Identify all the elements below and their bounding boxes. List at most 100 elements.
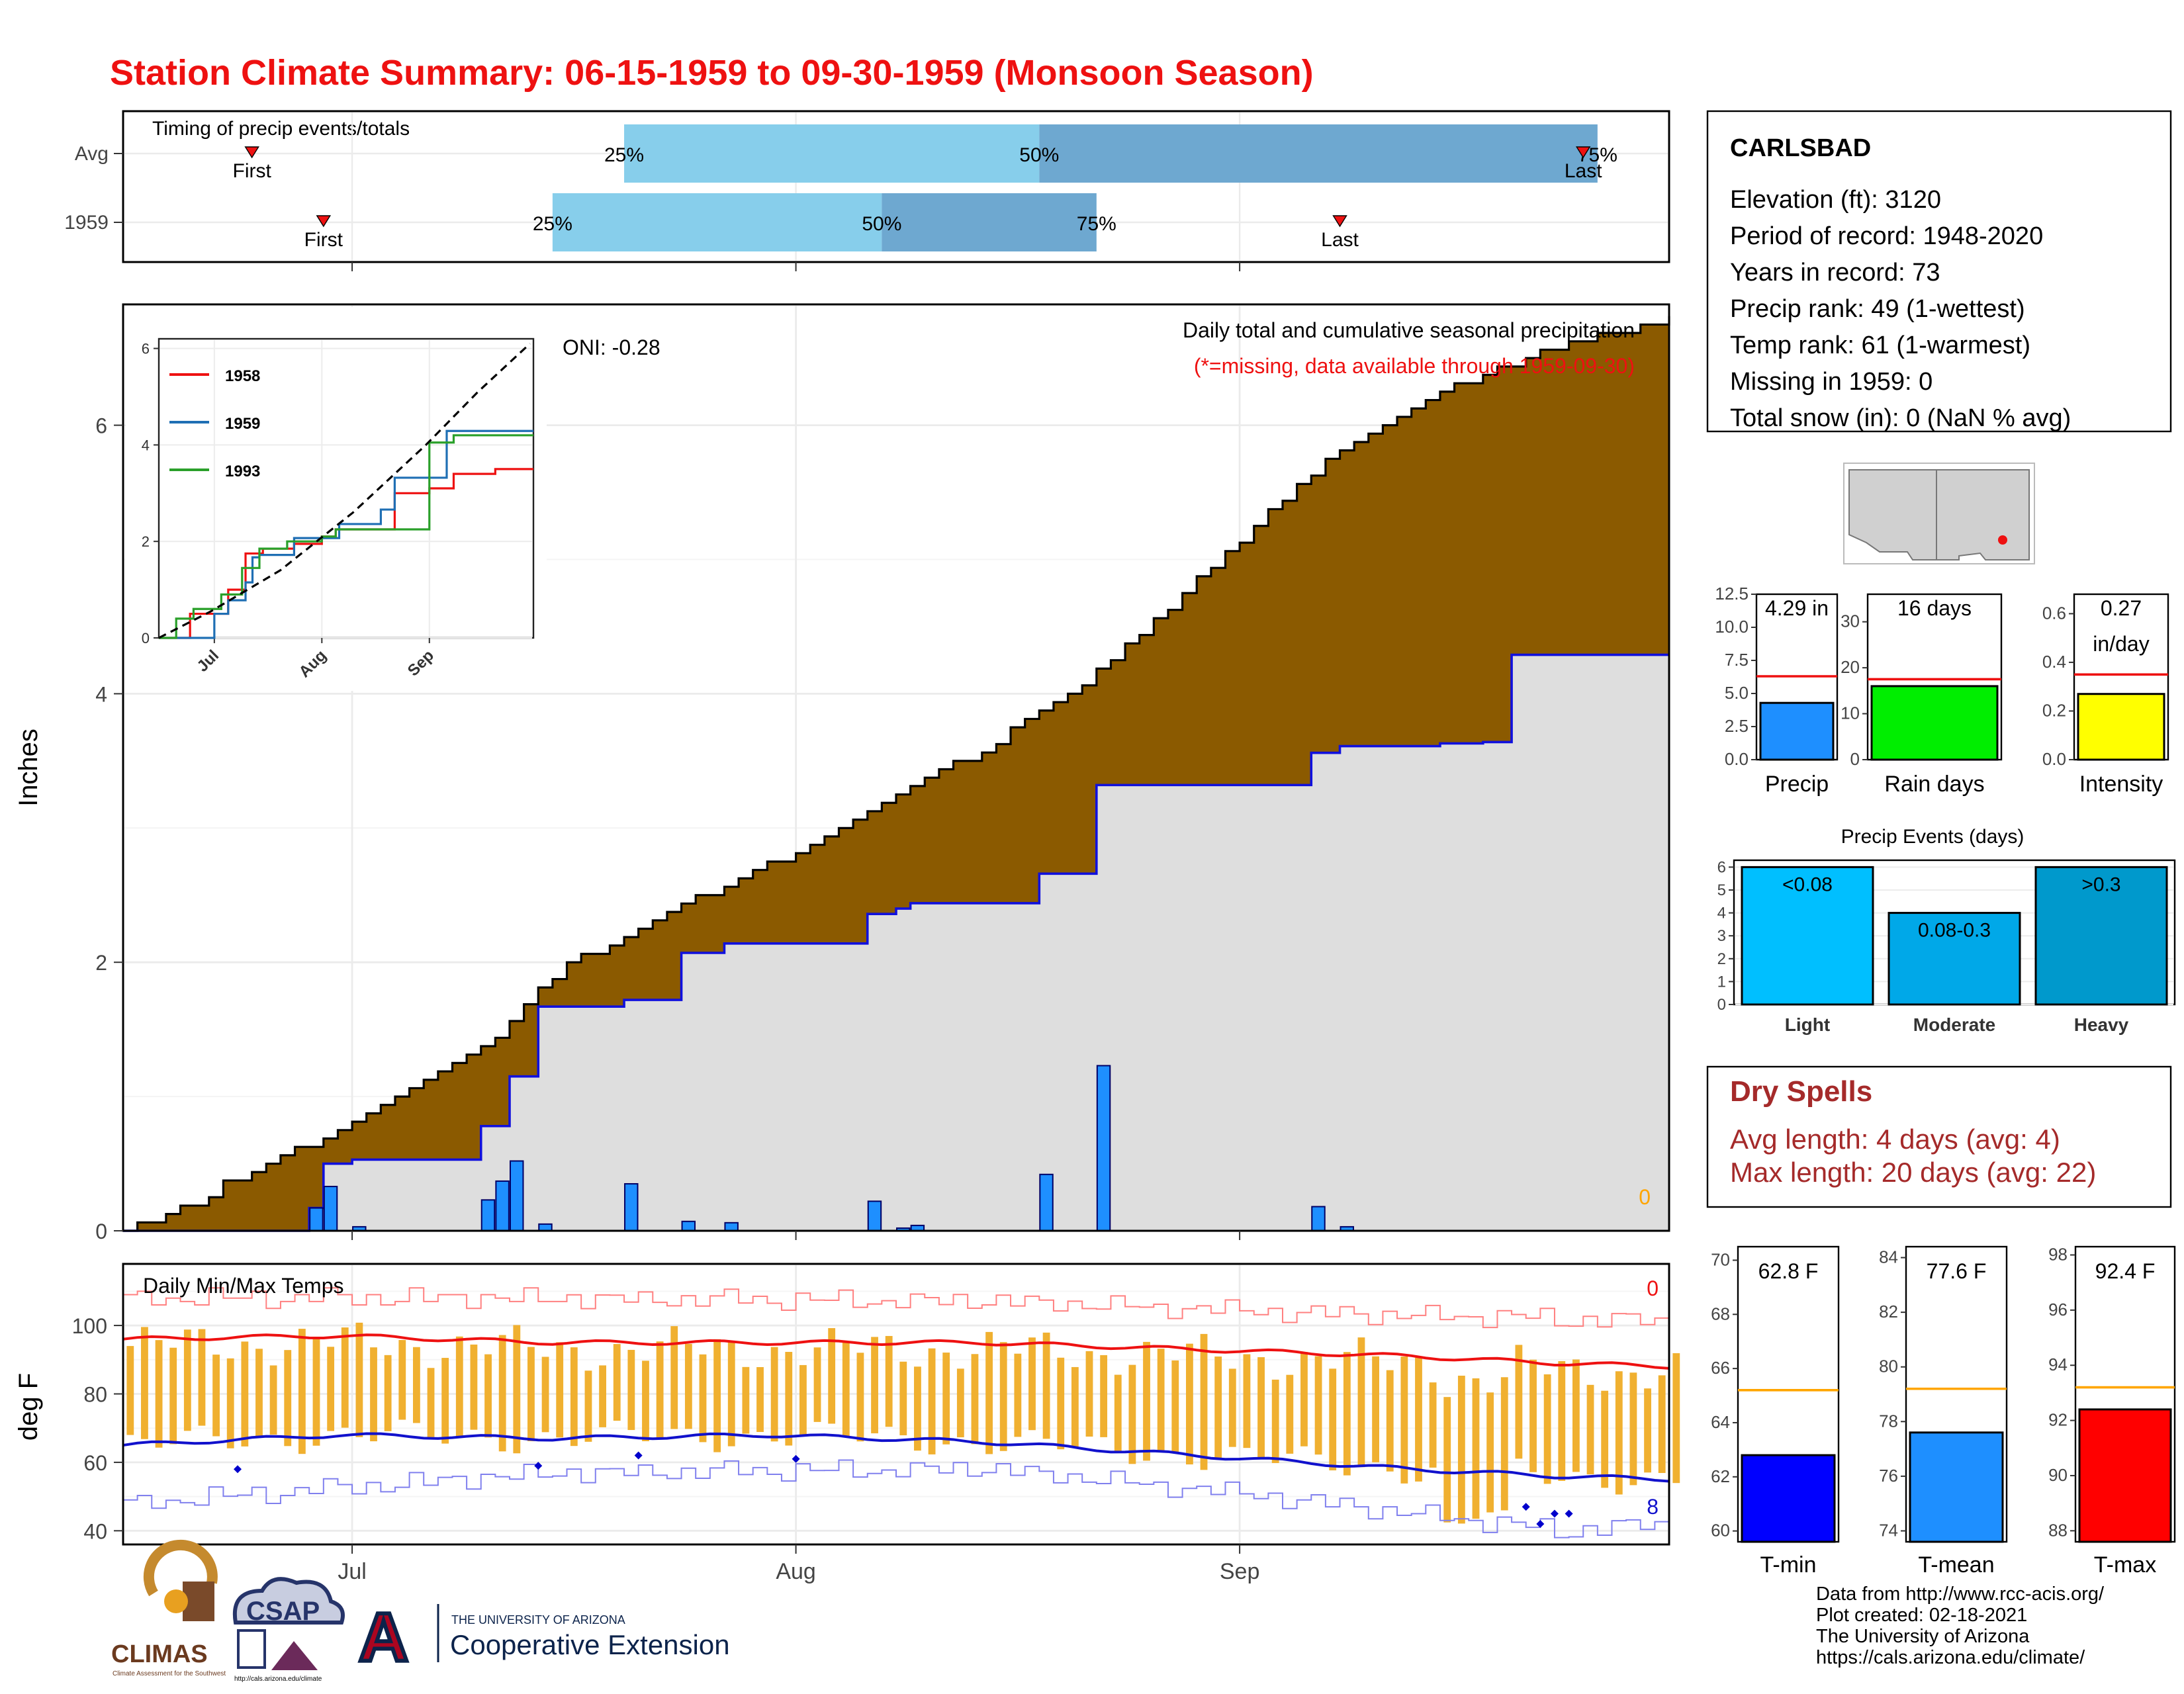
record-low-marker — [1536, 1519, 1545, 1528]
precip-annotation-sub: (*=missing, data available through 1959-… — [1194, 354, 1635, 378]
temp-daily-bar — [813, 1347, 821, 1422]
small-panel-value-label: 0.27 — [2101, 596, 2142, 620]
avg-max-line — [122, 1333, 1670, 1370]
station-info-line: Precip rank: 49 (1-wettest) — [1730, 295, 2025, 323]
events-ytick-label: 5 — [1717, 881, 1726, 899]
temp-summary-ytick-label: 98 — [2048, 1245, 2068, 1265]
state-location-map — [1843, 463, 2035, 564]
temp-daily-bar — [1572, 1359, 1580, 1472]
events-ytick-label: 3 — [1717, 927, 1726, 945]
temp-ytick-label: 80 — [83, 1382, 107, 1406]
temp-daily-bar — [126, 1346, 134, 1435]
timing-bar-q25-q50 — [624, 124, 1040, 183]
temp-daily-bar — [1415, 1357, 1422, 1482]
small-panel-category-label: Rain days — [1884, 772, 1984, 797]
temp-summary-value-label: 92.4 F — [2095, 1259, 2156, 1283]
station-info-box: CARLSBAD Elevation (ft): 3120 Period of r… — [1706, 110, 2172, 433]
temp-daily-bar — [656, 1341, 664, 1439]
temp-title: Daily Min/Max Temps — [143, 1274, 343, 1298]
timing-q75-label: 75% — [1077, 213, 1116, 235]
small-panel-ytick-label: 0.0 — [2042, 749, 2066, 769]
temp-daily-bar — [212, 1355, 220, 1437]
precip-ylabel: Inches — [14, 729, 43, 807]
temp-daily-bar — [1443, 1397, 1451, 1523]
temp-summary-bar-1 — [1909, 1431, 2004, 1543]
temp-summary-ytick-label: 64 — [1711, 1412, 1730, 1432]
events-bar-label: 0.08-0.3 — [1918, 920, 1991, 942]
temp-daily-bar — [355, 1322, 363, 1437]
events-category-label: Moderate — [1913, 1014, 1995, 1035]
temp-daily-bar — [527, 1347, 535, 1442]
temp-summary-category-label: T-mean — [1918, 1552, 1994, 1578]
daily-precip-bar — [1096, 1065, 1111, 1232]
small-panel-ytick-label: 5.0 — [1725, 683, 1749, 703]
timing-bar-q50-q75 — [1039, 124, 1598, 183]
timing-last-label: Last — [1321, 229, 1359, 251]
temp-daily-bar — [226, 1358, 234, 1449]
record-high-count: 0 — [1647, 1276, 1659, 1300]
temp-summary-ytick-label: 76 — [1879, 1466, 1898, 1486]
temp-summary-ytick-label: 90 — [2048, 1465, 2068, 1485]
inset-legend-label: 1958 — [225, 367, 260, 385]
temp-daily-bar — [498, 1335, 506, 1452]
oni-value: ONI: -0.28 — [563, 335, 660, 359]
temp-daily-bar — [1286, 1374, 1294, 1454]
temp-daily-bar — [684, 1343, 692, 1429]
temp-daily-bar — [183, 1329, 191, 1431]
precip-ytick-label: 0 — [95, 1220, 107, 1243]
climas-logo: CLIMAS Climate Assessment for the Southw… — [111, 1539, 226, 1677]
temp-daily-bar — [241, 1341, 249, 1447]
footer-line: Data from http://www.rcc-acis.org/ — [1816, 1583, 2105, 1605]
daily-precip-bar — [624, 1182, 639, 1231]
temp-daily-bar — [1257, 1357, 1265, 1460]
timing-first-marker — [316, 215, 332, 228]
events-bar-light — [1741, 866, 1874, 1006]
timing-row-label: 1959 — [64, 212, 109, 234]
temp-daily-bar — [1200, 1333, 1208, 1470]
temp-daily-bar — [413, 1347, 420, 1423]
temp-daily-bar — [899, 1361, 907, 1436]
events-bar-label: >0.3 — [2081, 873, 2120, 895]
climas-circle-shape — [164, 1589, 188, 1613]
temp-daily-bar — [1329, 1368, 1337, 1471]
temp-daily-bar — [914, 1366, 921, 1451]
temp-daily-bar — [627, 1349, 635, 1431]
temp-daily-bar — [1515, 1345, 1523, 1459]
new-mexico-shape — [1936, 469, 2030, 560]
small-panel-ytick-label: 0.6 — [2042, 603, 2066, 623]
events-bar-moderate — [1888, 912, 2021, 1006]
footer-line: The University of Arizona — [1816, 1626, 2030, 1647]
daily-precip-bar — [495, 1180, 510, 1231]
daily-precip-bar — [1039, 1173, 1054, 1231]
temp-daily-bar — [541, 1357, 549, 1433]
temp-daily-bar — [141, 1327, 148, 1439]
temp-daily-bar — [1601, 1390, 1609, 1488]
temp-daily-bar — [1644, 1388, 1651, 1473]
temp-xtick-label: Aug — [776, 1559, 816, 1584]
small-panel-ytick-label: 20 — [1841, 657, 1860, 677]
temp-daily-bar — [1071, 1366, 1079, 1447]
temp-daily-bar — [928, 1348, 936, 1454]
temp-daily-bar — [441, 1358, 449, 1444]
daily-precip-bar — [480, 1199, 496, 1232]
temp-daily-bar — [742, 1366, 750, 1434]
ua-name: THE UNIVERSITY OF ARIZONA — [451, 1613, 625, 1627]
events-ytick-label: 2 — [1717, 950, 1726, 968]
small-panel-ytick-label: 10.0 — [1715, 617, 1749, 637]
small-panel-ytick-label: 0.2 — [2042, 700, 2066, 720]
temp-daily-bar — [1386, 1370, 1394, 1472]
station-frame — [1706, 110, 2172, 433]
temp-daily-bar — [885, 1335, 893, 1427]
small-panel-bar-1 — [1870, 685, 1999, 761]
temp-daily-bar — [513, 1325, 521, 1454]
temp-ytick-label: 60 — [83, 1451, 107, 1475]
record-low-marker — [792, 1454, 800, 1463]
temp-daily-bar — [1300, 1352, 1308, 1447]
temp-summary-bar-0 — [1741, 1454, 1836, 1543]
temp-daily-bar — [1543, 1374, 1551, 1484]
temp-daily-bar — [1100, 1355, 1108, 1437]
small-panel-ytick-label: 0.0 — [1725, 749, 1749, 769]
timing-title: Timing of precip events/totals — [152, 118, 410, 140]
record-high-line — [123, 1287, 1670, 1329]
